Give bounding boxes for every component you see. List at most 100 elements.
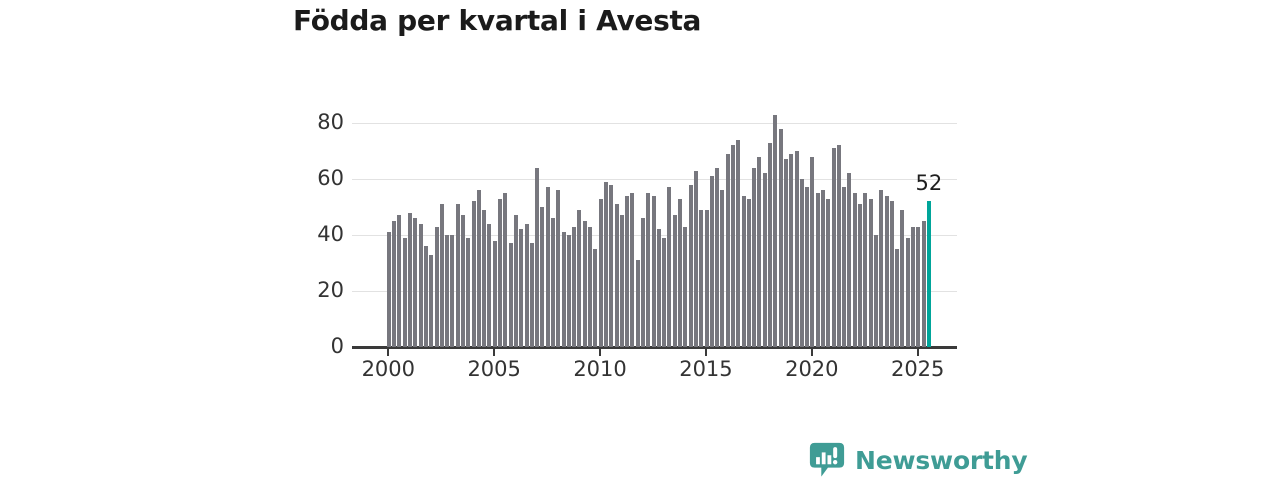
bar <box>741 195 746 347</box>
bar <box>683 226 688 347</box>
bar <box>566 235 571 347</box>
x-tick-mark <box>810 348 813 356</box>
bar <box>603 181 608 347</box>
bar <box>704 209 709 347</box>
bar <box>386 232 391 347</box>
bar <box>768 142 773 347</box>
bar <box>762 173 767 347</box>
bar <box>466 237 471 347</box>
bar <box>529 243 534 347</box>
bar <box>651 195 656 347</box>
bar <box>540 207 545 347</box>
bar <box>916 226 921 347</box>
bar <box>397 215 402 347</box>
bar <box>619 215 624 347</box>
x-tick-label: 2000 <box>361 357 416 381</box>
bar <box>593 249 598 347</box>
bar <box>693 170 698 347</box>
bar <box>789 153 794 347</box>
bar <box>503 193 508 347</box>
bar <box>842 187 847 347</box>
bar <box>672 215 677 347</box>
gridline <box>352 123 957 124</box>
bar <box>911 226 915 347</box>
bar <box>752 167 757 347</box>
bar <box>614 204 619 347</box>
x-tick-label: 2020 <box>785 357 839 381</box>
x-tick-label: 2015 <box>679 357 733 381</box>
bar <box>635 260 640 347</box>
bar <box>609 184 614 347</box>
gridline <box>352 179 957 180</box>
bar <box>884 195 889 347</box>
bar <box>476 190 481 347</box>
bar <box>858 204 863 347</box>
bar <box>678 198 683 347</box>
newsworthy-logo: Newsworthy <box>808 441 1028 479</box>
bar <box>852 193 857 347</box>
bar <box>921 221 926 347</box>
bar <box>709 176 714 347</box>
bar <box>736 139 741 347</box>
x-tick-label: 2025 <box>890 357 945 381</box>
bar <box>519 229 524 347</box>
bar <box>895 249 900 347</box>
bar <box>630 193 635 347</box>
bar <box>805 187 810 347</box>
bar <box>900 209 905 347</box>
bar <box>863 193 868 347</box>
bar <box>551 218 555 347</box>
bar <box>794 151 799 347</box>
bar <box>799 179 804 347</box>
bar <box>418 223 423 347</box>
bar <box>408 212 413 347</box>
x-tick-label: 2005 <box>467 357 521 381</box>
bar <box>524 223 529 347</box>
bar <box>699 209 704 347</box>
bar <box>662 237 667 347</box>
newsworthy-speech-bubble-bar-chart-icon <box>808 441 846 479</box>
x-tick-label: 2010 <box>573 357 627 381</box>
bar <box>847 173 852 347</box>
bar <box>598 198 603 347</box>
bar <box>815 193 820 347</box>
x-tick-mark <box>599 348 602 356</box>
bar <box>646 193 651 347</box>
bar <box>656 229 661 347</box>
bar <box>423 246 428 347</box>
bar <box>641 218 645 347</box>
bar <box>545 187 550 347</box>
bar <box>439 204 444 347</box>
bar <box>561 232 566 347</box>
x-tick-mark <box>704 348 707 356</box>
y-tick-label: 20 <box>317 278 344 302</box>
y-tick-label: 60 <box>317 166 344 190</box>
bar <box>725 153 730 347</box>
bar <box>746 198 751 347</box>
bar <box>450 235 455 347</box>
bar <box>720 190 725 347</box>
bar <box>821 190 825 347</box>
bar <box>868 198 873 347</box>
bar <box>434 226 439 347</box>
bar <box>413 218 418 347</box>
bar <box>535 167 540 347</box>
bar <box>778 128 783 347</box>
bar <box>757 156 762 347</box>
bar <box>889 201 894 347</box>
highlight-value-label: 52 <box>915 171 943 196</box>
bar <box>783 159 788 347</box>
bar <box>445 235 450 347</box>
y-tick-label: 40 <box>317 222 344 246</box>
bar <box>577 209 582 347</box>
bar <box>429 254 434 347</box>
newsworthy-logo-text: Newsworthy <box>855 445 1028 475</box>
bar <box>402 237 407 347</box>
bar <box>572 226 577 347</box>
y-tick-label: 80 <box>317 110 344 134</box>
bar <box>715 167 720 347</box>
x-tick-mark <box>387 348 390 356</box>
bar <box>582 221 587 347</box>
